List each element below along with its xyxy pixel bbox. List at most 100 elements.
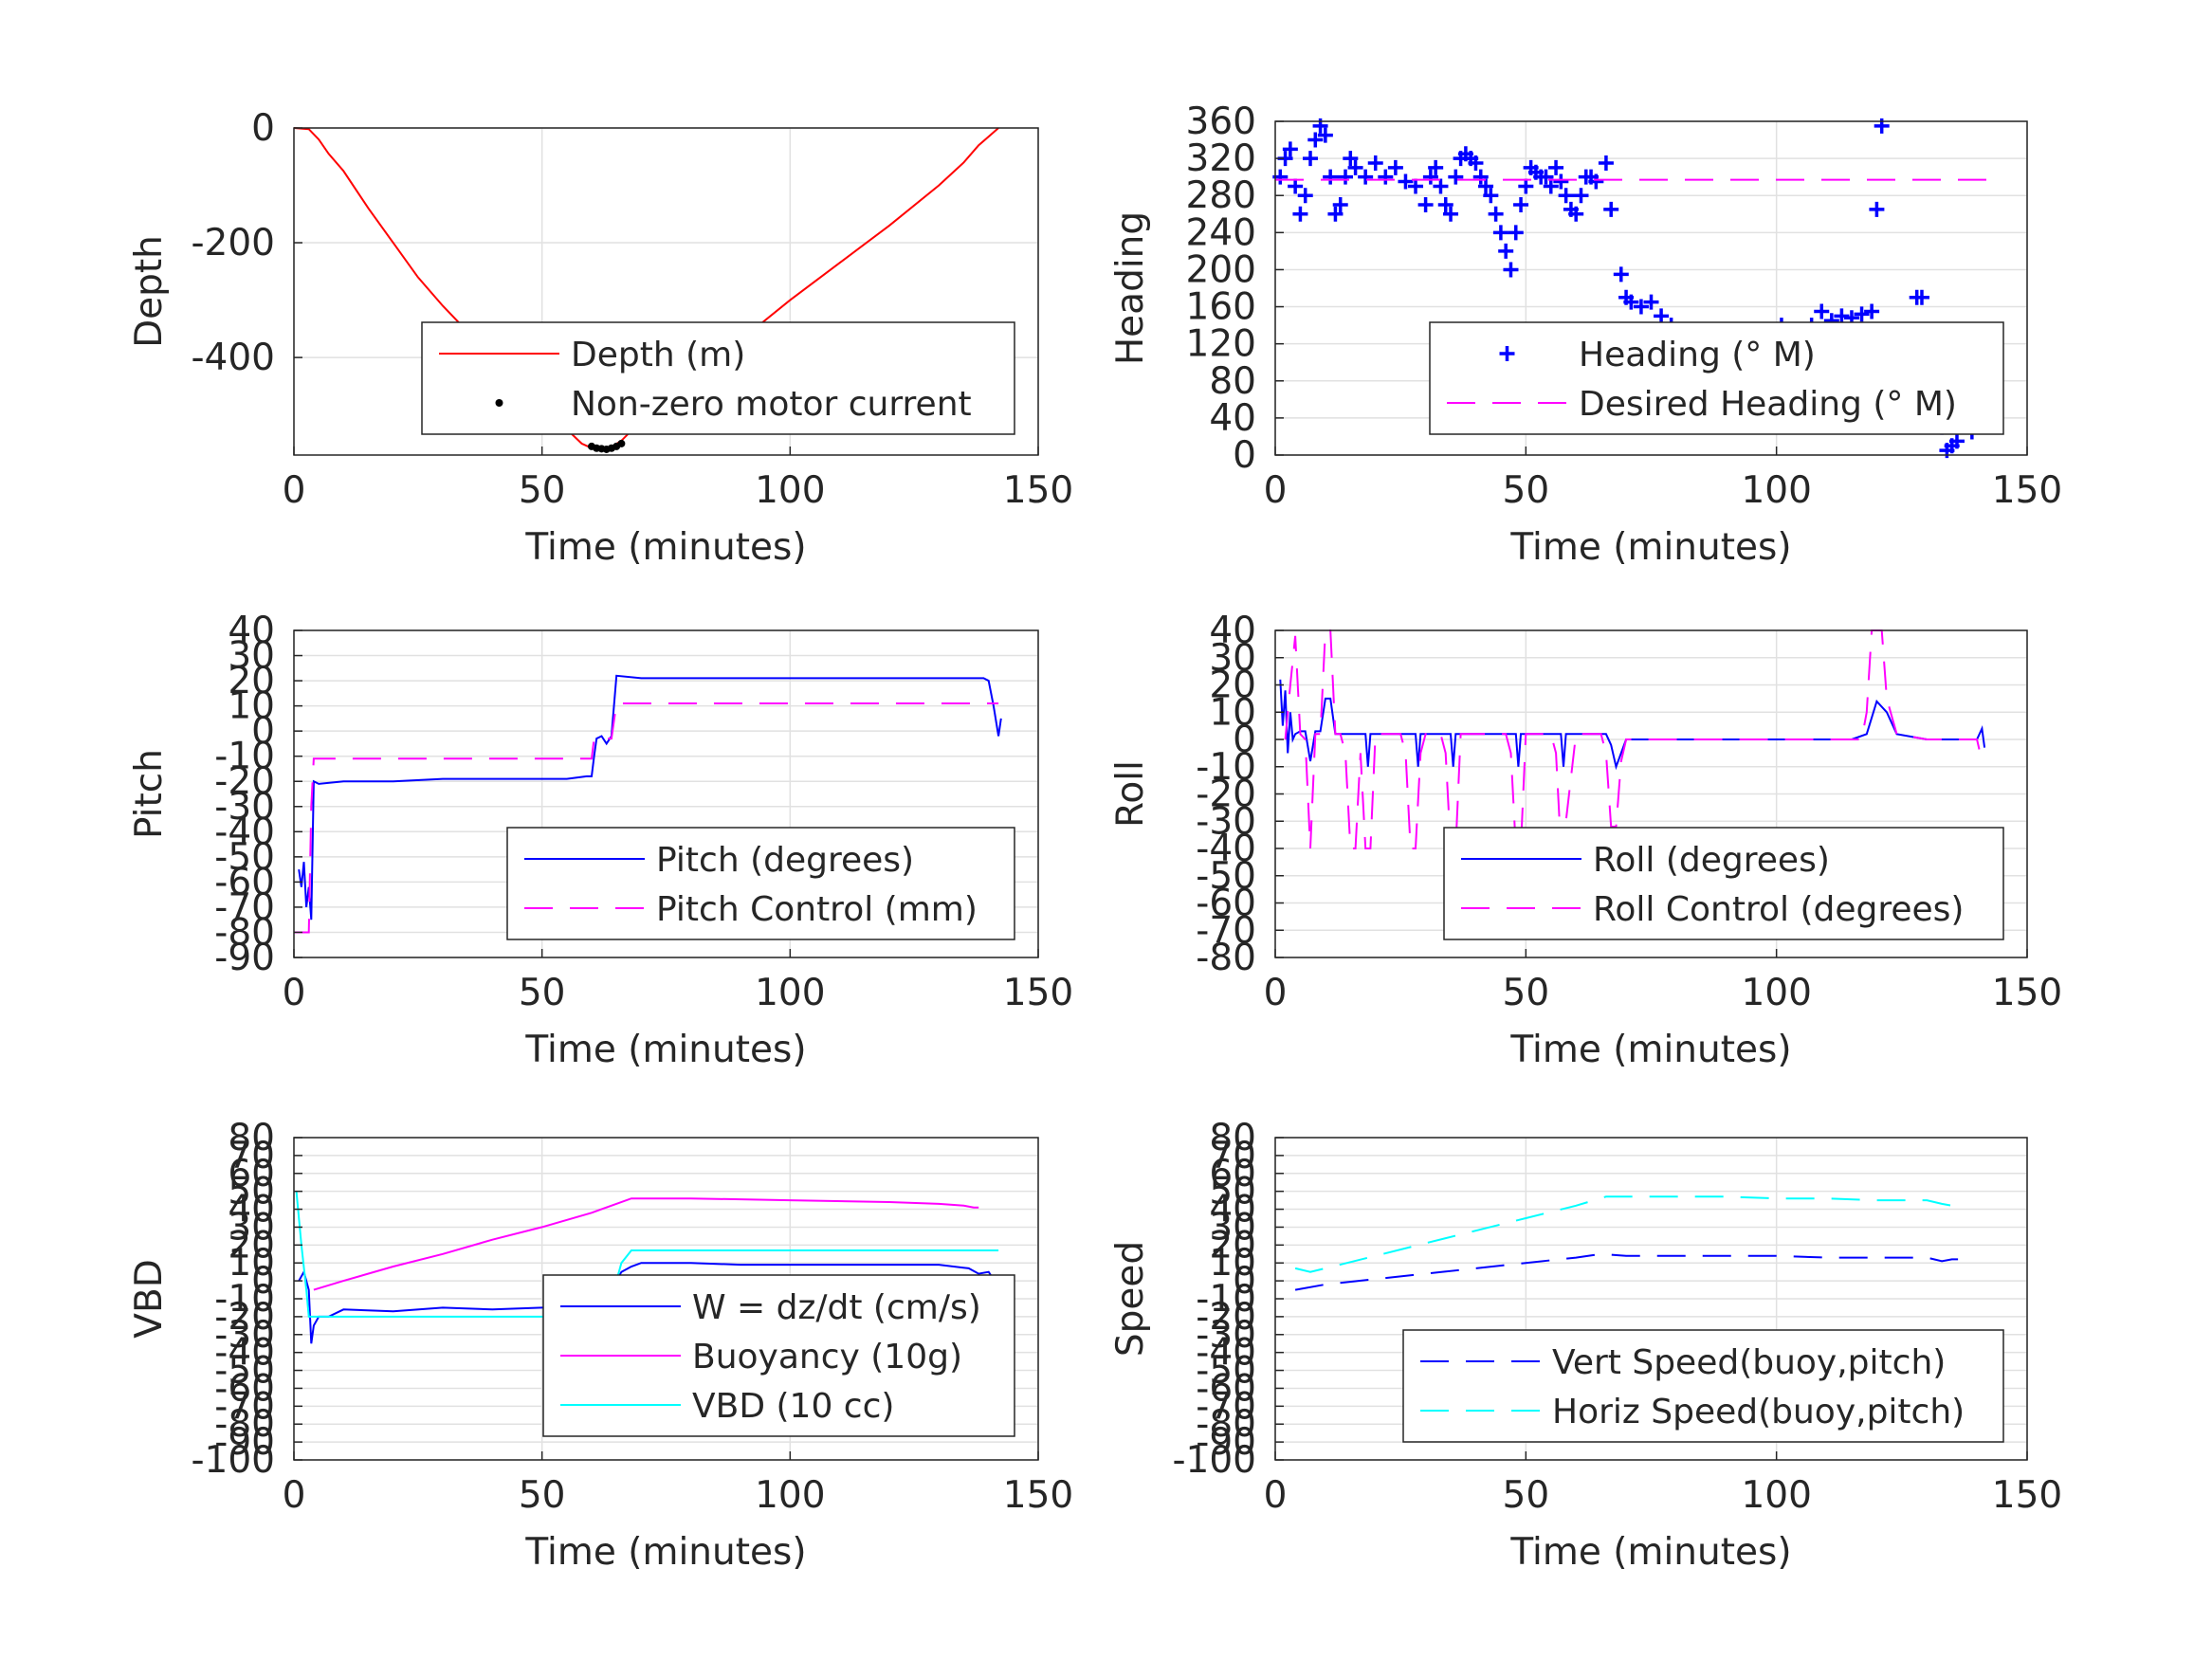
data-point	[1864, 303, 1880, 319]
legend-label: Vert Speed(buoy,pitch)	[1552, 1343, 1946, 1382]
y-tick-label: 70	[228, 1135, 275, 1177]
legend-box	[421, 321, 1015, 435]
data-point	[1613, 266, 1629, 283]
data-point	[1398, 173, 1414, 190]
data-point	[1417, 197, 1434, 212]
data-point	[1297, 188, 1313, 204]
series-group	[293, 127, 999, 453]
data-point	[1498, 243, 1514, 259]
x-axis-label: Time (minutes)	[524, 526, 806, 569]
y-axis-label: Heading	[1109, 211, 1152, 365]
y-tick-label: -90	[214, 937, 275, 979]
legend-swatch	[1499, 346, 1515, 361]
y-tick-label: -100	[191, 1439, 275, 1482]
y-tick-label: -20	[214, 1296, 275, 1339]
y-tick-label: 20	[228, 660, 275, 702]
data-point	[1654, 308, 1670, 324]
series-group	[1279, 629, 1986, 849]
data-point	[1483, 188, 1499, 204]
data-point	[1327, 206, 1344, 222]
x-axis-label: Time (minutes)	[1509, 1029, 1791, 1071]
y-axis-label: Pitch	[128, 749, 171, 839]
x-tick-label: 100	[1741, 972, 1811, 1014]
y-axis-label: VBD	[128, 1259, 171, 1338]
y-tick-label: 10	[1209, 691, 1256, 734]
data-point	[1332, 197, 1348, 212]
chart-panel-4: 0 50 100 150403020100-10-20-30-40-50-60-70-…	[1109, 610, 2062, 1071]
data-point	[1437, 197, 1453, 212]
series-line-2	[1294, 1195, 1963, 1273]
y-tick-label: 40	[228, 1189, 275, 1231]
y-tick-label: -20	[214, 760, 275, 803]
y-tick-label: -100	[1172, 1439, 1256, 1482]
x-axis-label: Time (minutes)	[1509, 526, 1791, 569]
y-tick-label: 0	[1233, 1260, 1256, 1303]
chart-panel-5: 0 50 100 15080706050403020100-10-20-30-40-5…	[128, 1117, 1073, 1574]
series-line-2	[1284, 629, 1983, 849]
data-point	[1558, 188, 1574, 204]
data-point	[1814, 303, 1830, 319]
x-tick-label: 0	[1264, 469, 1288, 512]
data-point	[1603, 201, 1619, 217]
y-tick-label: 80	[1209, 1117, 1256, 1159]
y-tick-label: 200	[1186, 248, 1256, 291]
y-tick-label: -80	[214, 911, 275, 954]
data-point	[1468, 155, 1484, 171]
y-tick-label: -10	[214, 736, 275, 778]
x-tick-label: 0	[1264, 1474, 1288, 1517]
y-tick-label: -20	[1196, 774, 1256, 816]
data-point	[1869, 201, 1885, 217]
axes-frame	[293, 127, 1039, 456]
y-tick-label: -80	[1196, 937, 1256, 979]
x-tick-label: 150	[1992, 1474, 2062, 1517]
legend-label: Buoyancy (10g)	[692, 1338, 962, 1376]
y-tick-label: -30	[1196, 800, 1256, 843]
y-tick-label: 0	[1233, 719, 1256, 761]
x-tick-label: 100	[1741, 469, 1811, 512]
data-point	[1913, 289, 1929, 305]
data-point	[1408, 178, 1424, 194]
y-tick-label: 0	[251, 1260, 275, 1303]
legend-box	[1402, 1329, 2004, 1443]
x-tick-label: 150	[1003, 469, 1073, 512]
data-point	[1548, 159, 1564, 175]
y-tick-label: 40	[228, 610, 275, 652]
data-point	[1854, 306, 1870, 322]
y-tick-label: -50	[214, 836, 275, 879]
data-point	[1387, 159, 1403, 175]
data-point	[1428, 159, 1444, 175]
legend: Depth (m) Non-zero motor current	[421, 321, 1015, 435]
series-line-2	[313, 1197, 979, 1291]
y-tick-label: -70	[1196, 1385, 1256, 1428]
legend: Vert Speed(buoy,pitch) Horiz Speed(buoy,p…	[1402, 1329, 2004, 1443]
x-tick-label: 0	[1264, 972, 1288, 1014]
x-tick-label: 50	[1503, 469, 1550, 512]
x-tick-label: 50	[1503, 1474, 1550, 1517]
y-tick-label: -80	[214, 1403, 275, 1446]
data-point	[1347, 159, 1363, 175]
y-tick-label: 80	[1209, 360, 1256, 403]
y-tick-label: -60	[1196, 883, 1256, 925]
legend-swatch	[495, 399, 503, 407]
legend-box	[1429, 321, 2004, 435]
y-tick-label: -60	[214, 861, 275, 903]
data-point	[1598, 155, 1614, 171]
data-point	[1573, 188, 1589, 204]
y-tick-label: 120	[1186, 323, 1256, 366]
series-line-1	[1294, 1252, 1963, 1291]
y-tick-label: 50	[228, 1171, 275, 1213]
y-tick-label: 160	[1186, 286, 1256, 329]
y-tick-label: 40	[1209, 610, 1256, 652]
y-tick-label: 40	[1209, 397, 1256, 440]
legend: Heading (° M) Desired Heading (° M)	[1429, 321, 2004, 435]
y-tick-label: 10	[228, 1242, 275, 1285]
y-tick-label: -400	[191, 337, 275, 379]
data-point	[1508, 225, 1524, 241]
y-axis-label: Depth	[128, 235, 171, 348]
data-point	[1343, 151, 1359, 167]
y-tick-label: 360	[1186, 100, 1256, 143]
x-tick-label: 100	[755, 1474, 825, 1517]
axes-frame	[293, 629, 1039, 958]
